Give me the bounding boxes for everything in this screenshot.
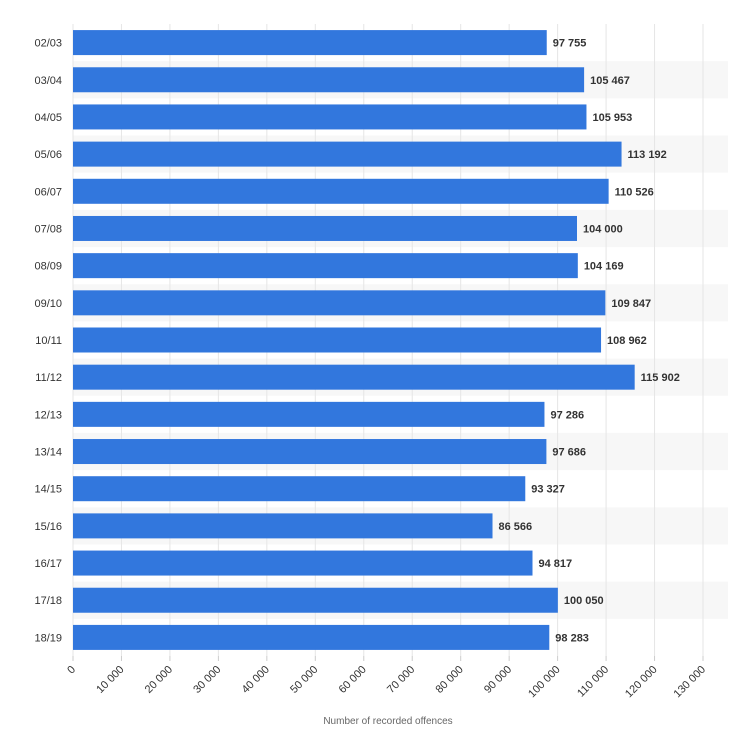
bar[interactable] (73, 67, 585, 93)
x-tick-label: 100 000 (526, 664, 563, 701)
data-label: 98 283 (555, 632, 589, 644)
data-label: 86 566 (499, 521, 533, 533)
category-label: 04/05 (34, 112, 62, 124)
x-tick-label: 40 000 (240, 664, 272, 696)
x-tick-label: 120 000 (623, 664, 660, 701)
category-label: 16/17 (34, 558, 62, 570)
category-label: 13/14 (34, 447, 62, 459)
data-label: 105 953 (592, 112, 632, 124)
category-label: 12/13 (34, 409, 62, 421)
x-tick-label: 110 000 (575, 664, 611, 700)
category-label: 06/07 (34, 186, 62, 198)
category-label: 03/04 (34, 75, 62, 87)
bar[interactable] (73, 439, 547, 465)
category-label: 05/06 (34, 149, 62, 161)
category-label: 02/03 (34, 38, 62, 50)
data-labels: 97 755 105 467 105 953 113 192 110 526 104 00… (499, 38, 680, 645)
bar[interactable] (73, 30, 547, 56)
x-tick-label: 60 000 (337, 664, 369, 696)
category-label: 11/12 (35, 372, 62, 384)
category-label: 15/16 (34, 521, 62, 533)
data-label: 94 817 (538, 558, 572, 570)
data-label: 97 286 (550, 409, 584, 421)
bar[interactable] (73, 327, 602, 353)
bar[interactable] (73, 476, 526, 502)
x-tick-label: 10 000 (94, 664, 126, 696)
bar[interactable] (73, 290, 606, 316)
bar[interactable] (73, 513, 493, 539)
data-label: 100 050 (564, 595, 604, 607)
data-label: 104 000 (583, 223, 623, 235)
data-label: 110 526 (615, 186, 654, 198)
category-labels: 02/03 03/04 04/05 05/06 06/07 07/08 08/09 09/10… (34, 38, 62, 645)
category-label: 14/15 (34, 484, 62, 496)
bar[interactable] (73, 624, 550, 650)
x-axis-title: Number of recorded offences (323, 716, 452, 727)
x-tick-label: 80 000 (434, 664, 466, 696)
bar[interactable] (73, 364, 635, 390)
x-tick-label: 0 (65, 664, 78, 677)
data-label: 115 902 (641, 372, 680, 384)
x-tick-label: 90 000 (482, 664, 514, 696)
category-label: 07/08 (34, 223, 62, 235)
data-label: 109 847 (611, 298, 651, 310)
category-label: 09/10 (34, 298, 62, 310)
bar[interactable] (73, 178, 609, 204)
category-label: 18/19 (34, 632, 62, 644)
data-label: 105 467 (590, 75, 630, 87)
data-label: 104 169 (584, 261, 624, 273)
x-tick-label: 50 000 (288, 664, 320, 696)
bar[interactable] (73, 550, 533, 576)
bar[interactable] (73, 401, 545, 427)
bar[interactable] (73, 215, 577, 241)
data-label: 97 755 (553, 38, 587, 50)
bars (73, 30, 635, 650)
x-tick-label: 20 000 (143, 664, 175, 696)
x-axis-ticks: 0 10 000 20 000 30 000 40 000 50 000 60 000 70 … (65, 656, 708, 700)
bar[interactable] (73, 104, 587, 130)
x-tick-label: 30 000 (191, 664, 223, 696)
bar[interactable] (73, 253, 578, 279)
x-tick-label: 130 000 (672, 664, 709, 701)
category-label: 17/18 (34, 595, 62, 607)
x-tick-label: 70 000 (385, 664, 417, 696)
category-label: 10/11 (35, 335, 62, 347)
bar[interactable] (73, 141, 622, 167)
bar[interactable] (73, 587, 558, 613)
data-label: 93 327 (531, 484, 565, 496)
category-label: 08/09 (34, 261, 62, 273)
data-label: 97 686 (552, 447, 586, 459)
data-label: 113 192 (628, 149, 667, 161)
data-label: 108 962 (607, 335, 647, 347)
